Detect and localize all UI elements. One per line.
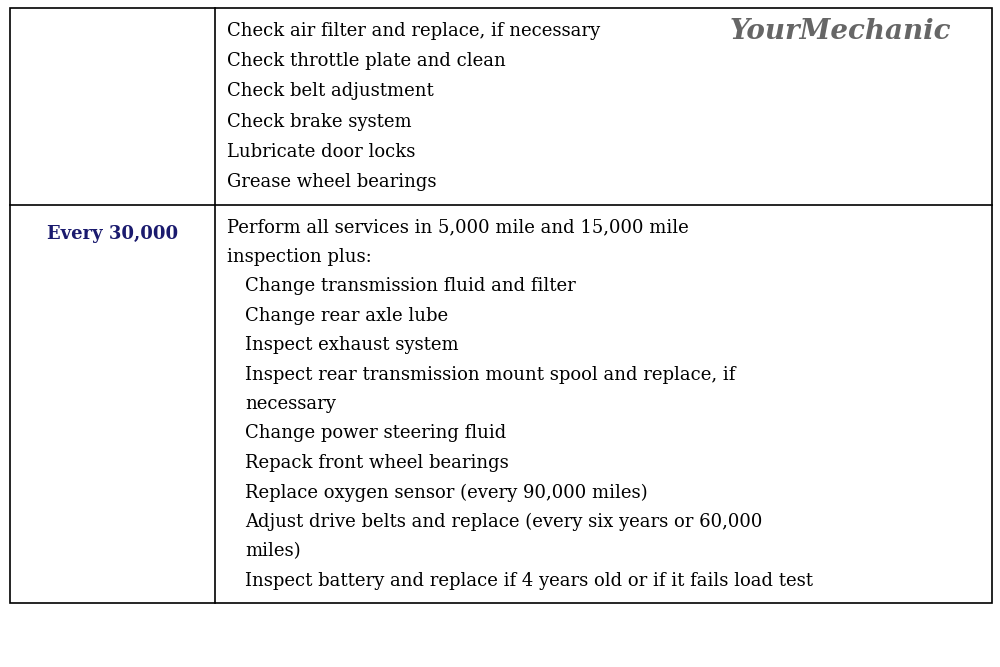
Text: Check brake system: Check brake system <box>227 113 412 131</box>
Text: Check air filter and replace, if necessary: Check air filter and replace, if necessa… <box>227 22 600 40</box>
Text: Change transmission fluid and filter: Change transmission fluid and filter <box>245 277 576 295</box>
Text: Change rear axle lube: Change rear axle lube <box>245 307 448 325</box>
Text: Lubricate door locks: Lubricate door locks <box>227 143 415 161</box>
Text: Check throttle plate and clean: Check throttle plate and clean <box>227 52 506 70</box>
Text: Repack front wheel bearings: Repack front wheel bearings <box>245 454 509 472</box>
Text: necessary: necessary <box>245 395 336 413</box>
Text: Check belt adjustment: Check belt adjustment <box>227 82 434 100</box>
Text: Replace oxygen sensor (every 90,000 miles): Replace oxygen sensor (every 90,000 mile… <box>245 484 648 502</box>
Text: YourMechanic: YourMechanic <box>729 18 951 45</box>
Text: inspection plus:: inspection plus: <box>227 247 372 265</box>
Text: miles): miles) <box>245 542 301 560</box>
Text: Perform all services in 5,000 mile and 15,000 mile: Perform all services in 5,000 mile and 1… <box>227 218 689 236</box>
Text: Change power steering fluid: Change power steering fluid <box>245 424 506 442</box>
Text: Inspect exhaust system: Inspect exhaust system <box>245 336 459 354</box>
Text: Inspect battery and replace if 4 years old or if it fails load test: Inspect battery and replace if 4 years o… <box>245 572 813 590</box>
Text: Inspect rear transmission mount spool and replace, if: Inspect rear transmission mount spool an… <box>245 366 735 384</box>
Text: Adjust drive belts and replace (every six years or 60,000: Adjust drive belts and replace (every si… <box>245 513 762 531</box>
Bar <box>10 8 992 603</box>
Text: Every 30,000: Every 30,000 <box>47 225 178 243</box>
Text: Grease wheel bearings: Grease wheel bearings <box>227 173 436 191</box>
